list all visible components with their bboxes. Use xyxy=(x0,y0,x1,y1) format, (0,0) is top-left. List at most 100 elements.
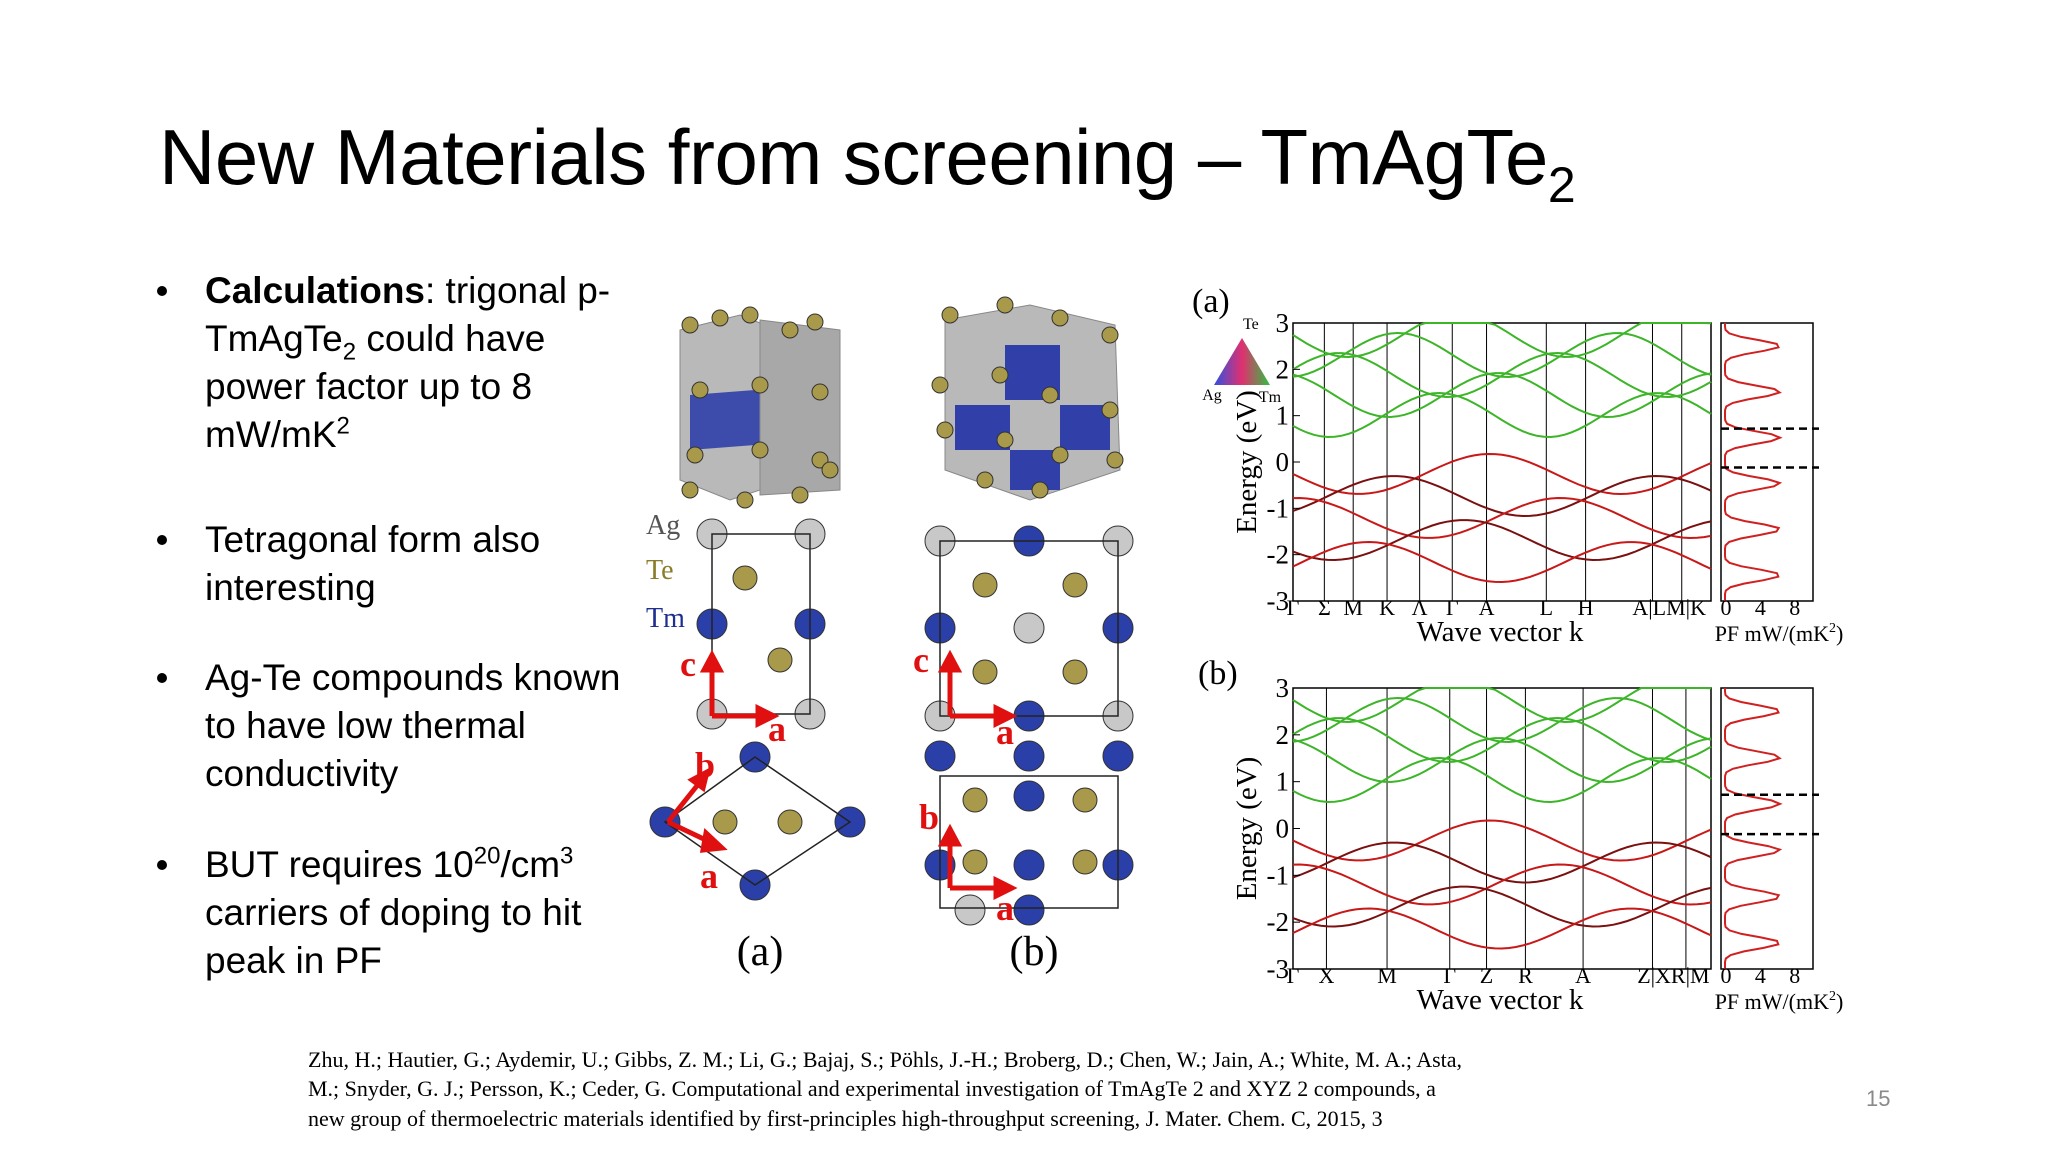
pf-label-close: ) xyxy=(1836,621,1843,646)
pf-axis-label: PF mW/(mK2) xyxy=(1715,621,1844,646)
pf-label-close: ) xyxy=(1836,989,1843,1014)
triangle-label: Ag xyxy=(1202,387,1222,404)
bullet-item: BUT requires 1020/cm3 carriers of doping… xyxy=(157,841,625,985)
y-tick-label: 3 xyxy=(1276,673,1290,703)
atom xyxy=(1072,849,1098,875)
unit-cells xyxy=(663,533,1119,909)
bullet-text: carriers of doping to hit peak in PF xyxy=(205,892,582,981)
atom xyxy=(781,321,799,339)
element-label: Tm xyxy=(646,603,685,634)
band-decor xyxy=(1292,540,1712,584)
structure-caption: (b) xyxy=(1010,929,1059,975)
atom xyxy=(1051,309,1069,327)
atom xyxy=(821,461,839,479)
band-decor xyxy=(1292,519,1712,562)
atom xyxy=(1062,659,1088,685)
atom xyxy=(1062,572,1088,598)
structure-a-polyhedra xyxy=(679,314,841,501)
atom xyxy=(711,309,729,327)
bullet-item: Tetragonal form also interesting xyxy=(157,516,625,612)
axis-letter: c xyxy=(680,644,696,684)
axis-letter: a xyxy=(700,856,718,896)
atom xyxy=(962,849,988,875)
band-decor xyxy=(1292,687,1712,724)
bullet-text: 2 xyxy=(342,338,357,366)
pf-tick-label: 0 xyxy=(1721,963,1732,988)
pf-axis-label: PF mW/(mK2) xyxy=(1715,989,1844,1014)
pf-tick-label: 8 xyxy=(1789,595,1800,620)
k-label: M xyxy=(1377,963,1397,988)
atom xyxy=(741,306,759,324)
k-label: H xyxy=(1578,595,1594,620)
atom xyxy=(1072,787,1098,813)
bullet-text: : trigonal p-TmAgTe xyxy=(205,270,611,359)
atom xyxy=(1041,386,1059,404)
atom xyxy=(996,296,1014,314)
y-tick-label: 3 xyxy=(1276,308,1290,338)
band-decor xyxy=(1292,841,1712,884)
y-axis-label: Energy (eV) xyxy=(1231,390,1263,534)
atom xyxy=(1013,849,1045,881)
title-text: New Materials from screening – TmAgTe xyxy=(159,113,1548,201)
panel-label: (a) xyxy=(1192,283,1230,320)
axis-letter: a xyxy=(996,712,1014,752)
bullet-text: 3 xyxy=(560,842,574,870)
bullet-marker xyxy=(157,860,167,870)
pf-frame xyxy=(1720,322,1814,602)
structure-caption: (a) xyxy=(737,929,784,975)
k-label: K xyxy=(1379,595,1395,620)
atom xyxy=(976,471,994,489)
atom xyxy=(962,787,988,813)
y-tick-label: 2 xyxy=(1276,354,1290,384)
k-label: A|LM|K xyxy=(1632,595,1706,620)
y-tick-label: -2 xyxy=(1267,907,1290,937)
color-triangle xyxy=(1214,338,1270,385)
atom xyxy=(1102,740,1134,772)
atom xyxy=(991,366,1009,384)
atom xyxy=(1013,894,1045,926)
k-label: M xyxy=(1343,595,1363,620)
atom xyxy=(972,572,998,598)
atom xyxy=(686,446,704,464)
axis-letter: b xyxy=(919,797,939,837)
atom xyxy=(767,647,793,673)
band-decor xyxy=(1292,474,1712,518)
axis-letter: a xyxy=(996,888,1014,928)
axis-letter: c xyxy=(913,640,929,680)
k-label: Γ xyxy=(1446,595,1459,620)
citation-line: Zhu, H.; Hautier, G.; Aydemir, U.; Gibbs… xyxy=(308,1047,1463,1072)
panel-label: (b) xyxy=(1198,655,1238,692)
band-decor xyxy=(1292,496,1712,540)
bullet-marker xyxy=(157,286,167,296)
y-tick-label: -2 xyxy=(1267,540,1290,570)
y-tick-label: 1 xyxy=(1276,401,1290,431)
y-tick-label: -3 xyxy=(1267,586,1290,616)
page-number: 15 xyxy=(1866,1086,1891,1111)
triangle-label: Tm xyxy=(1259,389,1282,406)
k-label: L xyxy=(1540,595,1553,620)
atom xyxy=(972,659,998,685)
atom xyxy=(1013,740,1045,772)
citation-line: M.; Snyder, G. J.; Persson, K.; Ceder, G… xyxy=(308,1076,1436,1101)
atom xyxy=(996,431,1014,449)
atom xyxy=(931,376,949,394)
atom xyxy=(1101,401,1119,419)
atom xyxy=(691,381,709,399)
axis-arrows xyxy=(666,649,1018,901)
bullet-marker xyxy=(157,535,167,545)
atom xyxy=(1013,612,1045,644)
citation-line: new group of thermoelectric materials id… xyxy=(308,1106,1383,1131)
atom xyxy=(954,894,986,926)
k-label: Γ xyxy=(1287,595,1300,620)
y-tick-label: 0 xyxy=(1276,814,1290,844)
band-decor xyxy=(1292,885,1712,928)
pf-tick-label: 4 xyxy=(1755,595,1766,620)
x-axis-label: Wave vector k xyxy=(1417,984,1584,1016)
atom xyxy=(1013,780,1045,812)
pf-label-sup: 2 xyxy=(1829,989,1836,1004)
pf-tick-label: 4 xyxy=(1755,963,1766,988)
pf-label-text: PF mW/(mK xyxy=(1715,621,1829,646)
pf-tick-label: 0 xyxy=(1721,595,1732,620)
atom xyxy=(681,481,699,499)
